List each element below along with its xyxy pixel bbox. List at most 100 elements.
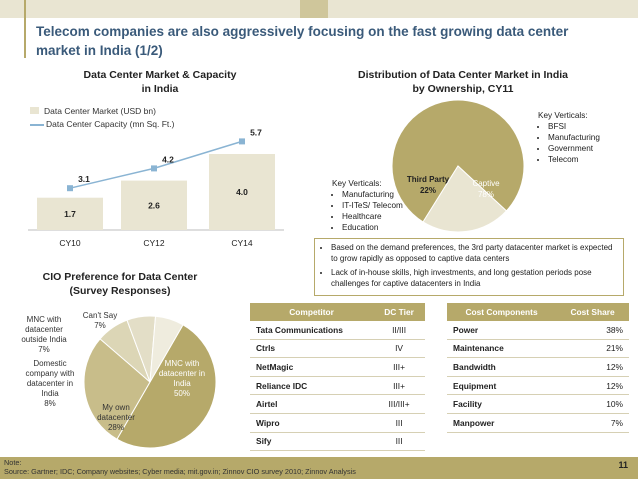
competitor-name-cell: Wipro [250, 413, 374, 433]
cost-name-cell: Power [447, 321, 557, 340]
competitor-table-header: Competitor DC Tier [250, 303, 425, 321]
cost-table: Cost Components Cost Share Power 38% Maint… [447, 303, 629, 433]
cost-name-cell: Facility [447, 394, 557, 414]
third-party-vertical-item: Education [342, 222, 422, 233]
cost-components-header: Cost Components [447, 303, 557, 321]
bar-market [209, 154, 275, 230]
cio-slice-label: MNC with [165, 359, 200, 368]
pie-slice-label: Captive [472, 179, 500, 188]
competitor-row: Wipro III [250, 413, 425, 433]
pie-slice-label: Third Party [407, 175, 450, 184]
legend-swatch-line [30, 123, 44, 126]
cost-row: Power 38% [447, 321, 629, 340]
cost-row: Bandwidth 12% [447, 357, 629, 377]
pie-slice [149, 315, 184, 383]
pie-slice-label: 78% [478, 190, 494, 199]
competitor-name-cell: Ctrls [250, 339, 374, 359]
cio-slice-label: datacenter [97, 413, 135, 422]
cost-value-cell: 12% [556, 357, 629, 377]
competitor-value-cell: II/III [373, 321, 425, 340]
cio-outer-label: India [41, 389, 59, 398]
legend-swatch-bar [30, 107, 39, 114]
competitor-row: Sify III [250, 432, 425, 452]
cost-name-cell: Manpower [447, 413, 557, 433]
competitor-value-cell: III/III+ [373, 394, 425, 414]
competitor-row: NetMagic III+ [250, 357, 425, 377]
cio-outer-label: outside India [21, 335, 67, 344]
bar-value-label: 2.6 [148, 200, 160, 210]
x-tick-label: CY10 [59, 238, 81, 248]
cost-name-cell: Bandwidth [447, 357, 557, 377]
x-tick-label: CY12 [143, 238, 165, 248]
market-capacity-chart: 1.7 2.6 4.0 3.1 4.2 5.7 CY10 CY12 CY14 [28, 127, 284, 248]
competitor-value-cell: III+ [373, 357, 425, 377]
legend-item-market: Data Center Market (USD bn) [30, 106, 175, 119]
legend-label-capacity: Data Center Capacity (mn Sq. Ft.) [46, 119, 175, 129]
cost-table-header: Cost Components Cost Share [447, 303, 629, 321]
cost-value-cell: 10% [556, 394, 629, 414]
cio-outer-label: MNC with [27, 315, 62, 324]
cost-row: Manpower 7% [447, 413, 629, 433]
third-party-vertical-item: Healthcare [342, 211, 422, 222]
footnote-source: Source: Gartner; IDC; Company websites; … [4, 467, 356, 476]
page-number: 11 [618, 460, 628, 470]
bar-market [37, 197, 103, 230]
competitor-row: Ctrls IV [250, 339, 425, 359]
cio-slice-label: datacenter in [159, 369, 205, 378]
x-tick-label: CY14 [231, 238, 253, 248]
cost-name-cell: Equipment [447, 376, 557, 396]
slide-title: Telecom companies are also aggressively … [36, 24, 569, 58]
cio-slice-label: 50% [174, 389, 190, 398]
competitor-value-cell: III [373, 432, 425, 452]
competitor-row: Airtel III/III+ [250, 394, 425, 414]
cio-outer-label: 7% [38, 345, 50, 354]
captive-verticals-heading: Key Verticals: [538, 111, 588, 120]
cost-row: Facility 10% [447, 394, 629, 414]
cio-slice-label: My own [102, 403, 130, 412]
cio-outer-label: 7% [94, 321, 106, 330]
notes-box: Based on the demand preferences, the 3rd… [314, 238, 624, 296]
competitor-name-cell: NetMagic [250, 357, 374, 377]
title-accent-line [24, 0, 26, 58]
pie-slice-label: 22% [420, 186, 436, 195]
footnote: Note: Source: Gartner; IDC; Company webs… [4, 458, 356, 476]
competitor-row: Reliance IDC III+ [250, 376, 425, 396]
pie-slice [116, 324, 217, 449]
third-party-verticals-heading: Key Verticals: [332, 179, 382, 188]
capacity-value-label: 3.1 [78, 174, 90, 184]
ownership-pie-chart: Captive 78% Third Party 22% [391, 99, 525, 233]
competitor-value-cell: III+ [373, 376, 425, 396]
third-party-key-verticals: Key Verticals: Manufacturing IT-ITeS/ Te… [332, 178, 422, 233]
competitor-row: Tata Communications II/III [250, 321, 425, 340]
competitor-header: Competitor [250, 303, 374, 321]
cost-row: Maintenance 21% [447, 339, 629, 359]
pie-slice [83, 338, 151, 440]
competitor-value-cell: III [373, 413, 425, 433]
cost-value-cell: 12% [556, 376, 629, 396]
competitor-name-cell: Sify [250, 432, 374, 452]
third-party-vertical-item: Manufacturing [342, 189, 422, 200]
market-chart-title: Data Center Market & Capacity in India [83, 69, 237, 95]
competitor-value-cell: IV [373, 339, 425, 359]
cio-slice-label: India [173, 379, 191, 388]
cio-outer-label: Can't Say [83, 311, 117, 320]
cio-outer-label: company with [26, 369, 75, 378]
legend-label-market: Data Center Market (USD bn) [44, 106, 156, 116]
ownership-chart-title: Distribution of Data Center Market in In… [357, 69, 569, 95]
capacity-value-label: 5.7 [250, 127, 262, 137]
dc-tier-header: DC Tier [373, 303, 425, 321]
cio-outer-label: Domestic [33, 359, 66, 368]
captive-vertical-item: BFSI [548, 121, 634, 132]
cost-value-cell: 7% [556, 413, 629, 433]
pie-slice [391, 99, 525, 223]
competitor-name-cell: Reliance IDC [250, 376, 374, 396]
top-bar-segment [0, 0, 300, 18]
top-decoration-bar [0, 0, 638, 18]
captive-vertical-item: Telecom [548, 154, 634, 165]
legend-item-capacity: Data Center Capacity (mn Sq. Ft.) [30, 119, 175, 132]
cost-name-cell: Maintenance [447, 339, 557, 359]
captive-key-verticals: Key Verticals: BFSI Manufacturing Govern… [538, 110, 634, 165]
capacity-point [239, 138, 245, 145]
third-party-vertical-item: IT-ITeS/ Telecom [342, 200, 422, 211]
